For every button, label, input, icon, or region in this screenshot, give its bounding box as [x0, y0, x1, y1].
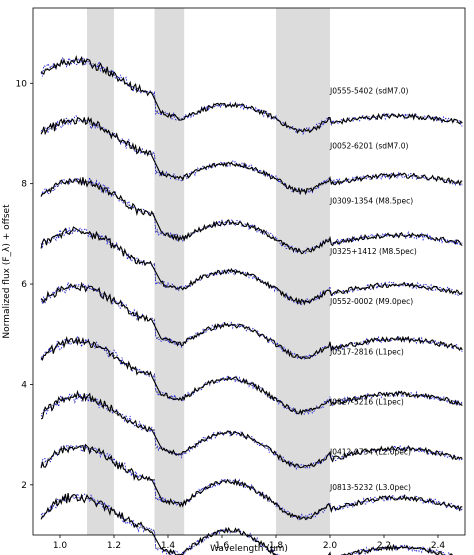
shaded-band-2: [154, 8, 185, 535]
series-labels: J0555-5402 (sdM7.0) J0052-6201 (sdM7.0) J0…: [329, 86, 417, 492]
series-label: J0813-5232 (L3.0pec): [329, 483, 411, 492]
plot-frame: [32, 7, 466, 536]
spectrum-observed-line: [40, 55, 463, 134]
series-label: J0827-5216 (L1pec): [329, 398, 404, 407]
spectrum-template-line: [40, 391, 463, 471]
y-tick-label: 6: [21, 280, 27, 290]
x-tick-label: 2.4: [431, 541, 446, 551]
x-tick-label: 2.0: [323, 541, 338, 551]
spectrum-model-line: [41, 59, 463, 133]
spectrum-template-line: [40, 115, 463, 196]
spectra-lines: [40, 55, 463, 555]
spectrum-observed-line: [40, 281, 463, 360]
series-label: J0309-1354 (M8.5pec): [329, 197, 413, 206]
spectrum-observed-line: [40, 176, 463, 255]
spectrum-template-line: [40, 335, 463, 417]
y-axis-label: Normalized flux (F_λ) + offset: [2, 204, 12, 339]
y-tick-label: 8: [21, 180, 27, 190]
shaded-bands: [87, 8, 330, 535]
series-label: J0517-2816 (L1pec): [329, 347, 404, 356]
spectrum-observed-line: [40, 336, 463, 416]
series-label: J0325+1412 (M8.5pec): [329, 247, 417, 256]
x-tick-label: 1.8: [269, 541, 284, 551]
spectrum-template-line: [40, 227, 463, 306]
y-tick-label: 4: [21, 380, 27, 390]
shaded-band-3: [276, 8, 330, 535]
series-label: J0052-6201 (sdM7.0): [329, 142, 408, 151]
spectrum-template-line: [40, 444, 463, 521]
x-tick-label: 2.2: [377, 541, 391, 551]
spectrum-5: [40, 281, 463, 361]
x-tick-label: 1.2: [107, 541, 121, 551]
spectrum-9: [40, 492, 453, 555]
shaded-band-1: [87, 8, 114, 535]
x-axis-label: Wavelength (μm): [210, 544, 288, 554]
spectrum-observed-line: [40, 493, 453, 555]
x-tick-label: 1.0: [53, 541, 68, 551]
spectrum-1: [40, 55, 463, 135]
x-axis-ticks: 1.0 1.2 1.4 1.6 1.8 2.0 2.2 2.4: [53, 535, 446, 551]
series-label: J0552-0002 (M9.0pec): [329, 297, 413, 306]
y-axis-ticks: 2 4 6 8 10: [16, 79, 33, 491]
x-tick-label: 1.6: [215, 541, 230, 551]
series-label: J0412-0734 (L2.0pec): [329, 448, 411, 457]
spectrum-8: [40, 443, 463, 521]
spectrum-observed-line: [40, 116, 463, 196]
spectrum-4: [40, 226, 463, 306]
spectrum-3: [40, 176, 463, 255]
spectrum-observed-line: [40, 226, 463, 306]
y-tick-label: 2: [21, 481, 27, 491]
spectrum-model-line: [40, 395, 463, 469]
spectrum-6: [40, 335, 463, 417]
series-label: J0555-5402 (sdM7.0): [329, 86, 408, 95]
x-tick-label: 1.4: [161, 541, 176, 551]
spectrum-observed-line: [40, 443, 463, 521]
spectrum-7: [40, 389, 463, 471]
y-tick-label: 10: [16, 79, 28, 89]
spectrum-observed-line: [40, 389, 463, 469]
spectrum-2: [40, 115, 463, 196]
